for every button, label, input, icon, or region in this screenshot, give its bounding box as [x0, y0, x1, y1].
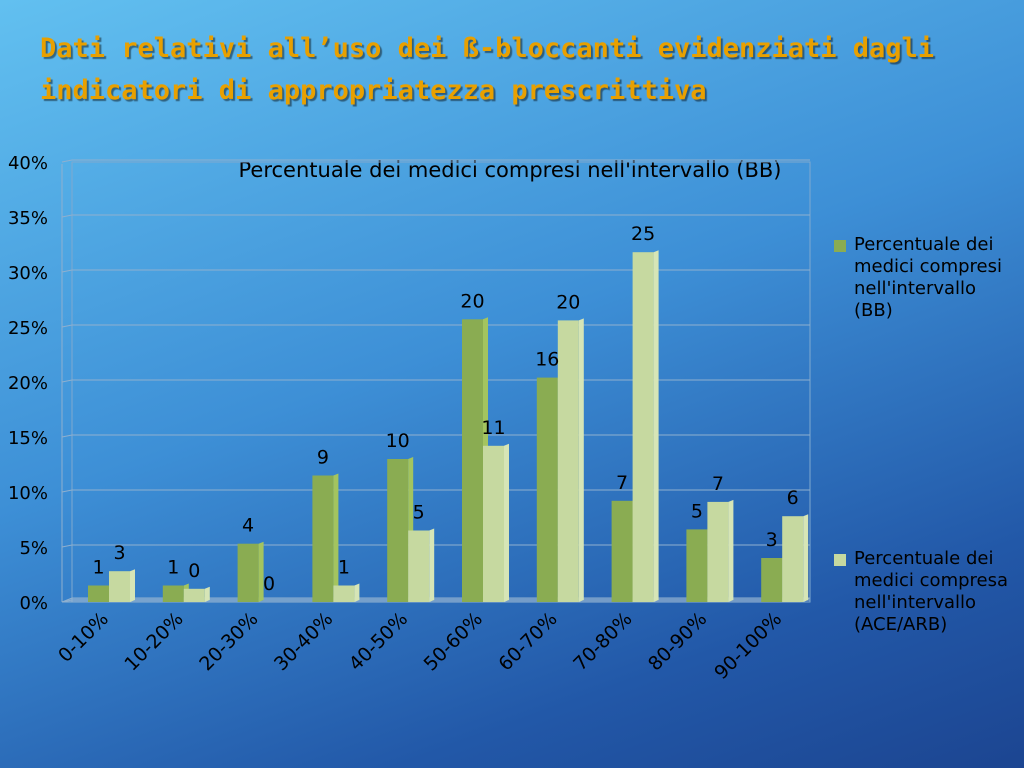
gridline-diagonal: [61, 324, 73, 328]
y-tick-label: 15%: [8, 428, 48, 449]
y-tick-label: 20%: [8, 373, 48, 394]
bar-ace: [183, 588, 205, 602]
y-tick-label: 35%: [8, 208, 48, 229]
bar-bb: [536, 377, 558, 602]
data-label-bb: 1: [167, 557, 179, 579]
bar-ace-side: [130, 569, 135, 602]
legend-item-ace: Percentuale dei medici compresa nell'int…: [834, 548, 1014, 636]
bar-bb: [387, 459, 409, 602]
bar-bb: [237, 543, 259, 602]
data-label-ace: 6: [787, 487, 799, 509]
gridline-diagonal: [61, 599, 73, 603]
y-tick-label: 30%: [8, 263, 48, 284]
bar-bb: [686, 529, 708, 602]
data-label-bb: 10: [386, 430, 410, 452]
data-label-bb: 20: [460, 290, 484, 312]
bar-ace-side: [653, 250, 659, 602]
bar-bb: [611, 500, 633, 602]
y-tick-label: 25%: [8, 318, 48, 339]
data-label-ace: 1: [338, 557, 350, 579]
x-tick-label: 50-60%: [420, 608, 487, 675]
legend-label-bb: Percentuale dei medici compresi nell'int…: [854, 234, 1002, 321]
x-tick-label: 60-70%: [494, 608, 561, 675]
y-tick-label: 10%: [8, 483, 48, 504]
bar-bb-side: [333, 473, 339, 602]
bar-ace: [707, 501, 729, 602]
x-tick-label: 80-90%: [644, 608, 711, 675]
bar-bb: [88, 585, 109, 602]
x-tick-label: 70-80%: [569, 608, 636, 675]
legend-label-ace: Percentuale dei medici compresa nell'int…: [854, 548, 1009, 635]
bar-ace-side: [728, 499, 734, 602]
bar-bb-side: [258, 541, 264, 602]
bar-ace: [109, 571, 130, 602]
data-label-ace: 7: [712, 473, 724, 495]
data-label-bb: 3: [766, 529, 778, 551]
bar-ace-side: [578, 318, 584, 602]
bar-ace-side: [354, 583, 360, 602]
data-label-ace: 0: [263, 573, 275, 595]
bar-ace-side: [504, 443, 509, 602]
gridline-diagonal: [61, 379, 73, 383]
bar-bb: [761, 558, 783, 602]
bar-ace-side: [803, 514, 809, 602]
x-tick-label: 0-10%: [54, 608, 113, 667]
data-label-ace: 5: [413, 502, 425, 524]
data-label-bb: 9: [317, 447, 329, 469]
bar-bb: [462, 319, 483, 602]
bar-ace-side: [429, 528, 435, 602]
bar-ace: [483, 445, 504, 602]
data-label-ace: 0: [188, 560, 200, 582]
bar-ace: [333, 585, 355, 602]
bar-ace: [782, 516, 804, 602]
x-tick-label: 30-40%: [270, 608, 337, 675]
gridline-diagonal: [61, 214, 73, 218]
bar-ace: [557, 320, 579, 602]
data-label-bb: 5: [691, 500, 703, 522]
data-label-bb: 1: [92, 557, 104, 579]
data-label-bb: 16: [535, 349, 559, 371]
bar-bb: [162, 585, 184, 602]
y-tick-label: 5%: [19, 538, 48, 559]
x-tick-label: 90-100%: [710, 608, 786, 684]
bar-ace-side: [204, 586, 210, 602]
gridline-diagonal: [61, 489, 73, 493]
data-label-ace: 20: [556, 291, 580, 313]
data-label-bb: 4: [242, 515, 254, 537]
gridline-diagonal: [61, 544, 73, 548]
legend-item-bb: Percentuale dei medici compresi nell'int…: [834, 234, 1014, 322]
gridline-diagonal: [61, 159, 73, 163]
data-label-bb: 7: [616, 472, 628, 494]
y-tick-label: 40%: [8, 153, 48, 174]
legend-swatch-bb: [834, 240, 846, 252]
data-label-ace: 3: [113, 542, 125, 564]
x-tick-label: 40-50%: [345, 608, 412, 675]
x-tick-label: 10-20%: [120, 608, 187, 675]
legend-swatch-ace: [834, 554, 846, 566]
bar-bb: [312, 475, 334, 602]
data-label-ace: 11: [481, 417, 505, 439]
slide-title: Dati relativi all’uso dei ß-bloccanti ev…: [40, 33, 935, 106]
bar-ace: [408, 530, 430, 602]
x-tick-label: 20-30%: [195, 608, 262, 675]
gridline-diagonal: [61, 269, 73, 273]
gridline-diagonal: [61, 434, 73, 438]
data-label-ace: 25: [631, 223, 655, 245]
bar-ace: [632, 252, 654, 602]
y-tick-label: 0%: [19, 593, 48, 614]
